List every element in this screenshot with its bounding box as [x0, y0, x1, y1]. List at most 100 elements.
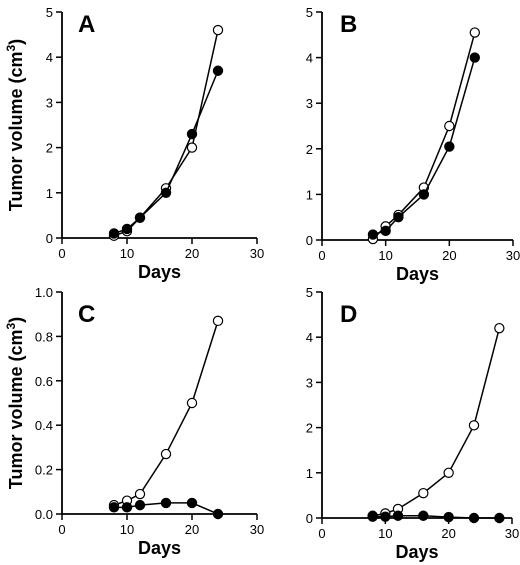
data-point-filled	[380, 511, 391, 522]
data-point-filled	[418, 189, 430, 200]
x-tick-label: 10	[120, 522, 134, 537]
data-point-open	[212, 24, 224, 36]
panel-letter: C	[78, 301, 95, 328]
x-axis-label: Days	[138, 538, 181, 558]
x-tick-label: 10	[120, 246, 134, 261]
data-point-open	[134, 488, 146, 500]
x-tick-label: 0	[318, 526, 325, 541]
x-axis-label: Days	[138, 262, 181, 282]
data-point-open	[418, 487, 429, 499]
series-line-open	[372, 32, 476, 240]
x-axis-label: Days	[395, 542, 438, 562]
x-tick-label: 0	[58, 246, 65, 261]
y-axis-label-end: )	[6, 317, 26, 323]
data-point-open	[443, 467, 454, 478]
y-axis-label-main: Tumor volume (cm	[6, 51, 26, 211]
data-point-open	[186, 142, 198, 153]
panel-b: 0 10 20 30 0 1 2 3 4 5 Days B	[306, 5, 520, 284]
y-axis-label-main: Tumor volume (cm	[6, 329, 26, 489]
data-point-filled	[160, 187, 172, 198]
data-point-open	[444, 120, 455, 132]
y-axis-label: Tumor volume (cm3)	[4, 317, 26, 489]
y-tick-label: 3	[306, 96, 313, 111]
data-point-filled	[380, 225, 391, 237]
data-point-filled	[393, 211, 404, 223]
y-tick-label: 1	[46, 186, 53, 201]
data-point-open	[468, 420, 480, 431]
series-line-open	[372, 327, 501, 517]
data-point-filled	[367, 511, 378, 522]
y-tick-label: 4	[306, 330, 313, 345]
y-tick-label: 4	[306, 51, 313, 66]
y-tick-label: 3	[306, 375, 313, 390]
data-point-open	[212, 315, 224, 327]
y-tick-label: 2	[46, 141, 53, 156]
data-point-open	[160, 448, 172, 460]
x-tick-label: 20	[185, 246, 199, 261]
y-tick-label: 0.2	[35, 463, 53, 478]
data-point-filled	[108, 228, 120, 239]
x-tick-label: 0	[58, 522, 65, 537]
data-point-filled	[160, 497, 172, 509]
x-tick-label: 10	[378, 526, 392, 541]
data-point-filled	[469, 52, 480, 63]
y-axis-label: Tumor volume (cm3)	[4, 39, 26, 211]
data-point-filled	[121, 223, 133, 235]
x-tick-label: 0	[318, 248, 325, 263]
y-tick-label: 2	[306, 421, 313, 436]
x-axis-label: Days	[396, 264, 439, 284]
y-tick-label: 0.0	[35, 507, 53, 522]
y-tick-label: 1	[306, 466, 313, 481]
data-point-filled	[134, 499, 146, 511]
x-tick-label: 30	[505, 526, 519, 541]
series-line-filled	[372, 57, 476, 236]
y-tick-label: 0	[306, 233, 313, 248]
data-point-filled	[494, 512, 505, 524]
data-point-filled	[186, 128, 198, 140]
y-tick-label: 2	[306, 142, 313, 157]
data-point-filled	[121, 502, 133, 513]
x-tick-label: 30	[250, 246, 264, 261]
y-tick-label: 5	[306, 5, 313, 20]
x-tick-label: 10	[378, 248, 392, 263]
data-point-filled	[212, 508, 224, 520]
data-point-filled	[444, 141, 455, 152]
y-tick-label: 0.6	[35, 374, 53, 389]
x-tick-label: 20	[185, 522, 199, 537]
series-line-filled	[113, 70, 219, 235]
y-tick-label: 5	[46, 5, 53, 20]
data-point-filled	[418, 510, 429, 521]
panel-c: 0 10 20 30 0.0 0.2 0.4 0.6 0.8 1.0 Days Tumor volum…	[4, 285, 264, 558]
data-point-filled	[392, 510, 404, 521]
data-point-filled	[108, 502, 120, 513]
data-point-filled	[367, 229, 379, 240]
y-tick-label: 1	[306, 187, 313, 202]
data-point-open	[494, 322, 505, 334]
data-point-filled	[186, 497, 198, 509]
panel-letter: D	[340, 301, 357, 328]
y-tick-label: 0.4	[35, 418, 53, 433]
y-tick-label: 4	[46, 50, 53, 65]
y-axis-label-sup: 3	[4, 44, 18, 51]
y-axis-label-end: )	[6, 39, 26, 45]
y-tick-label: 0	[46, 231, 53, 246]
series-line-open	[113, 29, 219, 237]
data-point-filled	[134, 212, 146, 223]
x-tick-label: 20	[441, 526, 455, 541]
y-tick-label: 3	[46, 95, 53, 110]
panel-d: 0 10 20 30 0 1 2 3 4 5 Days D	[306, 285, 519, 562]
x-tick-label: 30	[506, 248, 520, 263]
y-axis-label-sup: 3	[4, 322, 18, 329]
data-point-filled	[443, 511, 454, 523]
data-point-open	[469, 27, 480, 38]
x-tick-label: 30	[250, 522, 264, 537]
y-tick-label: 0	[306, 511, 313, 526]
y-tick-label: 1.0	[35, 285, 53, 300]
data-point-filled	[468, 512, 480, 524]
y-tick-label: 0.8	[35, 329, 53, 344]
panel-letter: B	[340, 11, 357, 38]
data-point-open	[186, 397, 198, 409]
data-point-filled	[212, 65, 224, 76]
